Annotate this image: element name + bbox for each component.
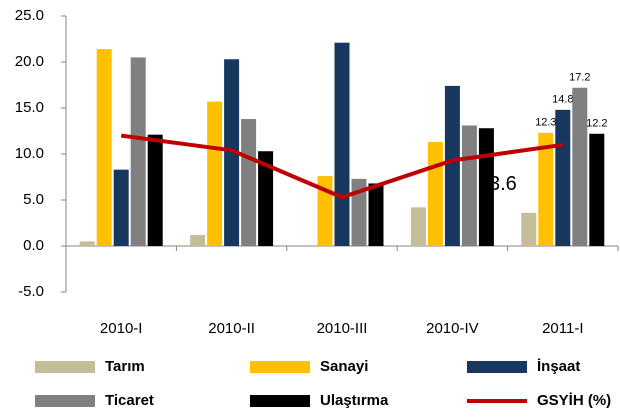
- bar: [207, 101, 223, 246]
- x-tick-label: 2011-I: [542, 320, 583, 337]
- y-tick-label: 25.0: [15, 7, 44, 24]
- legend-swatch: [35, 395, 95, 407]
- legend-label: Ulaştırma: [320, 392, 389, 409]
- y-tick-label: 0.0: [23, 237, 44, 254]
- y-tick-label: 15.0: [15, 99, 44, 116]
- bar: [444, 85, 460, 246]
- bar: [334, 42, 350, 247]
- bar: [258, 151, 274, 246]
- line: [120, 133, 564, 200]
- legend-swatch: [250, 361, 310, 373]
- data-label: 3.6: [489, 173, 517, 195]
- bar: [190, 234, 206, 246]
- data-label: 12.3: [535, 117, 556, 129]
- bar: [368, 183, 384, 246]
- bar: [130, 57, 146, 247]
- legend-label: İnşaat: [537, 358, 580, 375]
- bar: [461, 125, 477, 246]
- bar: [79, 241, 95, 246]
- y-tick-label: 10.0: [15, 145, 44, 162]
- data-label: 12.2: [586, 118, 607, 130]
- bar: [224, 59, 240, 246]
- x-tick-label: 2010-II: [208, 320, 255, 337]
- legend-label: Sanayi: [320, 358, 368, 375]
- legend-swatch: [467, 361, 527, 373]
- legend-label: Tarım: [105, 358, 145, 375]
- y-tick-label: -5.0: [18, 283, 44, 300]
- bar: [410, 207, 426, 246]
- y-tick-label: 20.0: [15, 53, 44, 70]
- bar: [113, 169, 129, 246]
- y-tick-label: 5.0: [23, 191, 44, 208]
- x-tick-label: 2010-IV: [426, 320, 479, 337]
- bar: [147, 134, 163, 246]
- data-label: 14.8: [552, 94, 573, 106]
- legend-swatch: [250, 395, 310, 407]
- bar: [351, 178, 367, 246]
- data-label: 17.2: [569, 72, 590, 84]
- bar: [538, 132, 554, 246]
- bar: [478, 128, 494, 246]
- bar: [555, 109, 571, 246]
- bar: [572, 87, 588, 246]
- bar: [521, 212, 537, 246]
- x-tick-label: 2010-III: [317, 320, 368, 337]
- bar: [241, 119, 257, 246]
- legend-swatch: [35, 361, 95, 373]
- legend-label: GSYİH (%): [537, 392, 611, 409]
- bar: [427, 142, 443, 246]
- legend-label: Ticaret: [105, 392, 154, 409]
- bar: [96, 49, 112, 247]
- x-tick-label: 2010-I: [100, 320, 143, 337]
- bar: [589, 133, 605, 246]
